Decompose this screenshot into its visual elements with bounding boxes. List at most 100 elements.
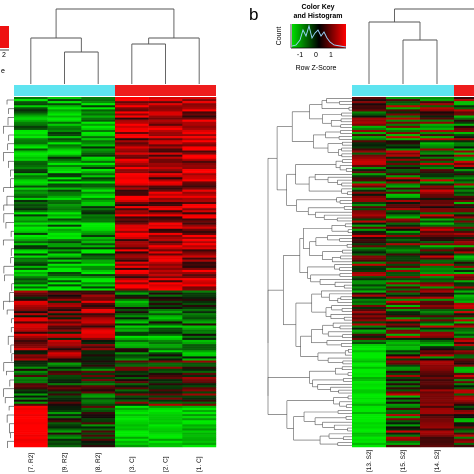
heatmap-cell <box>81 364 116 367</box>
heatmap-cell <box>352 383 387 386</box>
heatmap-cell <box>148 99 183 102</box>
heatmap-cell <box>386 313 421 316</box>
heatmap-cell <box>81 181 116 184</box>
heatmap-cell <box>47 333 82 337</box>
heatmap-cell <box>14 146 48 149</box>
heatmap-cell <box>81 333 116 337</box>
heatmap-cell <box>182 350 217 353</box>
heatmap-cell <box>81 224 116 227</box>
heatmap-cell <box>47 377 82 380</box>
heatmap-cell <box>148 101 183 104</box>
heatmap-cell <box>182 393 217 396</box>
heatmap-cell <box>182 317 217 320</box>
heatmap-cell <box>454 282 474 285</box>
heatmap-cell <box>81 138 116 141</box>
heatmap-cell <box>148 430 183 433</box>
heatmap-cell <box>182 113 217 116</box>
heatmap-cell <box>47 315 82 318</box>
heatmap-cell <box>115 224 149 227</box>
heatmap-cell <box>148 397 183 400</box>
heatmap-cell <box>352 288 387 291</box>
heatmap-cell <box>386 284 421 287</box>
heatmap-cell <box>14 282 48 285</box>
heatmap-cell <box>352 111 387 114</box>
heatmap-cell <box>352 214 387 217</box>
heatmap-cell <box>386 428 421 431</box>
heatmap-cell <box>47 409 82 413</box>
heatmap-cell <box>420 197 455 201</box>
heatmap-cell <box>352 267 387 271</box>
heatmap-cell <box>352 140 387 143</box>
heatmap-cell <box>14 158 48 162</box>
heatmap-cell <box>386 103 421 106</box>
heatmap-cell <box>81 286 116 289</box>
heatmap-cell <box>454 372 474 376</box>
heatmap-cell <box>115 164 149 168</box>
heatmap-cell <box>148 335 183 339</box>
heatmap-cell <box>148 352 183 355</box>
heatmap-cell <box>115 152 149 155</box>
heatmap-cell <box>115 387 149 390</box>
heatmap-cell <box>47 255 82 258</box>
heatmap-cell <box>420 307 455 310</box>
heatmap-cell <box>182 292 217 295</box>
heatmap-cell <box>148 288 183 291</box>
heatmap-cell <box>454 115 474 118</box>
heatmap-cell <box>182 173 217 176</box>
heatmap-cell <box>386 315 421 318</box>
heatmap-cell <box>148 272 183 275</box>
heatmap-cell <box>454 370 474 374</box>
heatmap-cell <box>148 146 183 149</box>
heatmap-cell <box>454 265 474 269</box>
heatmap-cell <box>47 181 82 184</box>
heatmap-cell <box>386 292 421 295</box>
heatmap-cell <box>386 154 421 157</box>
heatmap-cell <box>352 354 387 357</box>
heatmap-cell <box>115 432 149 435</box>
heatmap-cell <box>47 263 82 267</box>
heatmap-cell <box>454 407 474 411</box>
heatmap-cell <box>420 103 455 106</box>
heatmap-cell <box>14 399 48 402</box>
heatmap-cell <box>81 296 116 300</box>
heatmap-cell <box>454 374 474 378</box>
heatmap-cell <box>81 101 116 104</box>
heatmap-cell <box>14 346 48 349</box>
heatmap-cell <box>386 444 421 448</box>
heatmap-cell <box>47 288 82 291</box>
heatmap-cell <box>81 368 116 372</box>
heatmap-cell <box>47 292 82 295</box>
column-label: [3. C] <box>129 456 136 472</box>
heatmap-cell <box>182 175 217 178</box>
heatmap-cell <box>14 185 48 188</box>
heatmap-cell <box>182 150 217 153</box>
heatmap-cell <box>148 206 183 209</box>
heatmap-cell <box>115 356 149 359</box>
heatmap-cell <box>148 444 183 448</box>
heatmap-cell <box>386 158 421 162</box>
heatmap-cell <box>115 405 149 409</box>
heatmap-cell <box>47 204 82 207</box>
heatmap-cell <box>386 253 421 256</box>
heatmap-cell <box>182 321 217 324</box>
heatmap-cell <box>81 175 116 178</box>
heatmap-cell <box>352 401 387 405</box>
heatmap-cell <box>454 148 474 151</box>
heatmap-cell <box>420 185 455 188</box>
heatmap-cell <box>386 142 421 145</box>
heatmap-cell <box>115 134 149 137</box>
heatmap-cell <box>14 416 48 419</box>
heatmap-cell <box>386 342 421 345</box>
heatmap-cell <box>81 142 116 145</box>
heatmap-cell <box>420 288 455 291</box>
heatmap-cell <box>115 132 149 135</box>
heatmap-cell <box>182 115 217 118</box>
heatmap-cell <box>148 154 183 157</box>
heatmap-cell <box>352 358 387 361</box>
heatmap-cell <box>81 99 116 102</box>
heatmap-cell <box>47 189 82 192</box>
heatmap-cell <box>148 129 183 133</box>
heatmap-cell <box>386 329 421 332</box>
heatmap-cell <box>14 401 48 405</box>
heatmap-cell <box>352 432 387 435</box>
